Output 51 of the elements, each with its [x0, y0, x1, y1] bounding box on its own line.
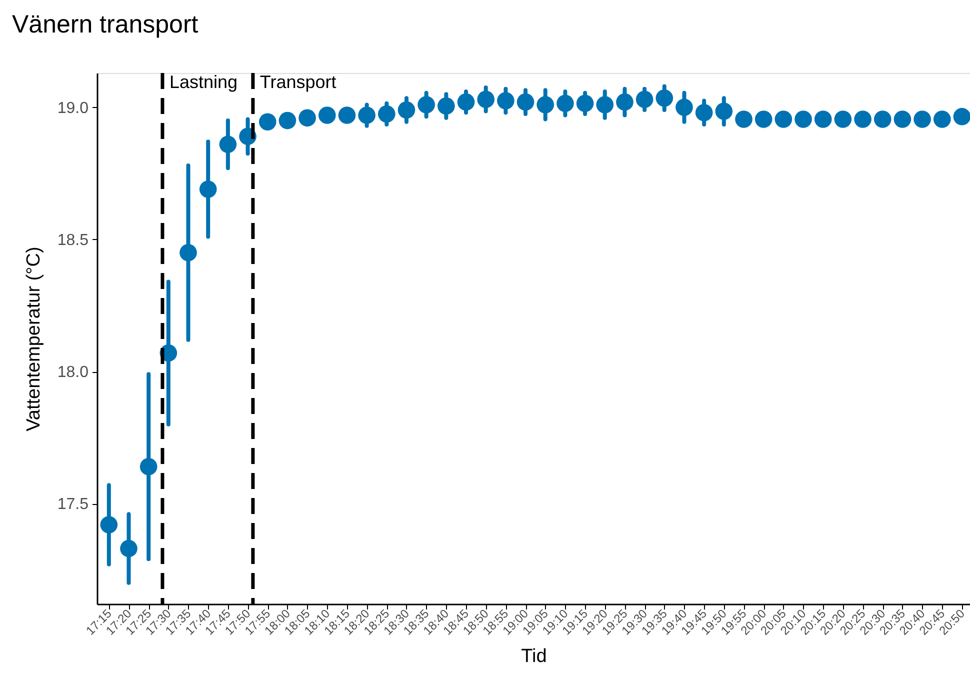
- point: [953, 108, 970, 126]
- ref-line-label: Lastning: [169, 72, 238, 92]
- point: [834, 110, 852, 128]
- point: [258, 113, 276, 131]
- point: [516, 93, 534, 111]
- point: [695, 104, 713, 122]
- point: [398, 101, 416, 119]
- point: [100, 516, 118, 534]
- x-axis-title: Tid: [521, 646, 547, 667]
- point: [199, 180, 217, 198]
- point: [814, 110, 832, 128]
- point: [418, 96, 435, 114]
- point: [774, 110, 792, 128]
- point: [894, 110, 912, 128]
- point: [556, 94, 574, 112]
- point: [140, 458, 158, 476]
- point: [576, 94, 594, 112]
- point: [338, 106, 356, 124]
- point: [120, 540, 138, 558]
- point: [735, 110, 752, 128]
- point: [497, 92, 514, 110]
- point: [715, 102, 733, 120]
- point: [676, 98, 693, 116]
- point: [318, 106, 336, 124]
- point: [874, 110, 892, 128]
- point: [378, 105, 396, 123]
- point: [219, 136, 237, 153]
- y-tick-label: 17.5: [57, 496, 89, 514]
- point: [438, 97, 455, 115]
- point: [794, 110, 812, 128]
- point: [636, 90, 654, 108]
- chart-title: Vänern transport: [12, 10, 198, 38]
- y-axis-title: Vattentemperatur (°C): [23, 246, 44, 432]
- point: [278, 112, 296, 130]
- point: [358, 106, 376, 124]
- point: [298, 109, 316, 127]
- point: [457, 93, 475, 111]
- point: [596, 96, 614, 114]
- point: [477, 90, 494, 108]
- point: [656, 89, 674, 107]
- point: [854, 110, 872, 128]
- y-tick-label: 18.0: [57, 364, 89, 382]
- point: [754, 110, 772, 128]
- point: [180, 244, 197, 262]
- y-tick-label: 19.0: [57, 100, 89, 117]
- point: [616, 93, 634, 111]
- y-tick-label: 18.5: [57, 232, 89, 249]
- point: [933, 110, 951, 128]
- point: [914, 110, 931, 128]
- point: [536, 96, 554, 114]
- ref-line-label: Transport: [260, 72, 336, 92]
